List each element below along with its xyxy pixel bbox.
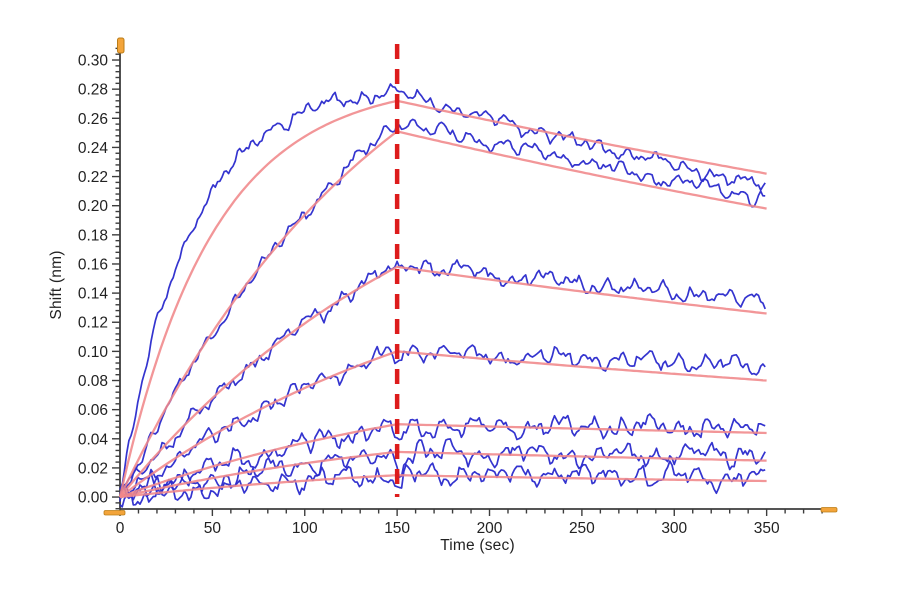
y-tick-label: 0.20 <box>78 198 109 215</box>
data-trace-4 <box>119 344 766 496</box>
x-tick-label: 350 <box>754 520 780 537</box>
data-trace-5 <box>119 413 766 500</box>
y-tick-label: 0.14 <box>78 286 109 303</box>
y-tick-label: 0.02 <box>78 460 108 477</box>
y-tick-label: 0.10 <box>78 344 109 361</box>
x-tick-label: 50 <box>204 520 222 537</box>
data-trace-1 <box>119 83 766 502</box>
x-axis-origin-marker-icon <box>103 510 126 516</box>
y-tick-label: 0.26 <box>78 111 108 128</box>
fit-curve-3 <box>119 265 767 498</box>
y-tick-label: 0.04 <box>78 431 109 448</box>
y-tick-label: 0.12 <box>78 315 108 332</box>
y-tick-label: 0.08 <box>78 373 108 390</box>
y-tick-label: 0.06 <box>78 402 108 419</box>
x-axis-end-marker-icon <box>820 507 838 513</box>
y-tick-label: 0.18 <box>78 227 108 244</box>
x-tick-label: 300 <box>661 520 687 537</box>
y-axis-title: Shift (nm) <box>48 250 65 320</box>
fit-curve-2 <box>118 130 767 498</box>
fit-curve-6 <box>119 450 767 499</box>
y-tick-label: 0.22 <box>78 169 108 186</box>
fit-curve-7 <box>119 474 767 499</box>
y-tick-label: 0.24 <box>78 140 109 157</box>
x-tick-label: 150 <box>384 520 410 537</box>
x-tick-label: 0 <box>116 520 125 537</box>
y-tick-label: 0.30 <box>78 53 109 70</box>
y-axis-top-marker-icon <box>117 37 125 54</box>
x-axis-title: Time (sec) <box>440 537 515 554</box>
y-tick-label: 0.16 <box>78 256 108 273</box>
x-tick-label: 250 <box>569 520 595 537</box>
fit-curve-5 <box>119 423 767 499</box>
y-tick-label: 0.00 <box>78 490 109 507</box>
x-tick-label: 200 <box>477 520 503 537</box>
y-tick-label: 0.28 <box>78 82 108 99</box>
fit-curve-4 <box>119 350 767 499</box>
fit-curve-1 <box>118 99 767 498</box>
data-trace-3 <box>119 259 766 498</box>
x-tick-label: 100 <box>292 520 318 537</box>
data-trace-2 <box>119 118 766 495</box>
